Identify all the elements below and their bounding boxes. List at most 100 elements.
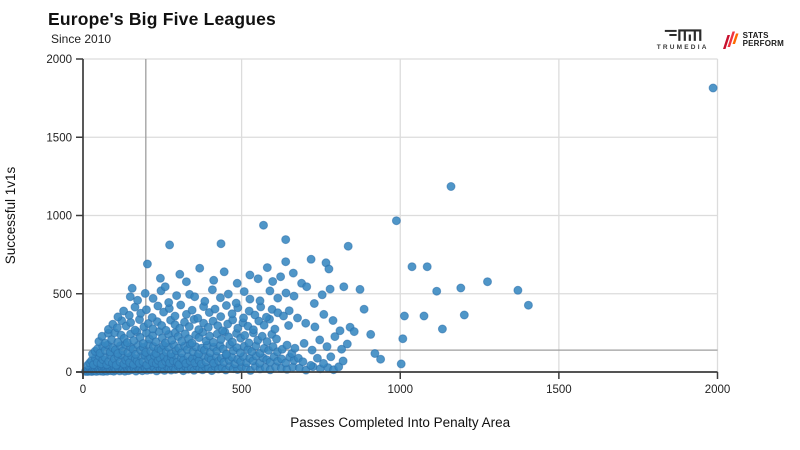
data-point[interactable]: [113, 312, 123, 322]
data-point[interactable]: [259, 320, 269, 330]
data-point[interactable]: [293, 313, 302, 323]
data-point[interactable]: [325, 284, 335, 294]
data-point[interactable]: [302, 282, 312, 292]
data-point[interactable]: [339, 282, 349, 292]
data-point[interactable]: [148, 324, 158, 334]
data-point[interactable]: [299, 338, 309, 348]
data-point[interactable]: [255, 296, 265, 306]
data-point[interactable]: [155, 273, 165, 283]
data-point[interactable]: [194, 325, 204, 335]
data-point[interactable]: [446, 182, 456, 191]
data-point[interactable]: [282, 340, 292, 350]
data-point[interactable]: [176, 300, 186, 310]
data-point[interactable]: [216, 334, 226, 344]
data-point[interactable]: [289, 291, 299, 301]
data-point[interactable]: [113, 337, 123, 347]
data-point[interactable]: [328, 316, 338, 325]
data-point[interactable]: [125, 292, 135, 302]
data-point[interactable]: [330, 332, 340, 342]
data-point[interactable]: [141, 305, 151, 315]
data-point[interactable]: [221, 349, 231, 359]
data-point[interactable]: [396, 359, 406, 369]
data-point[interactable]: [245, 294, 255, 304]
data-point[interactable]: [138, 339, 148, 348]
data-point[interactable]: [210, 304, 220, 314]
data-point[interactable]: [319, 309, 329, 319]
data-point[interactable]: [190, 292, 200, 302]
data-point[interactable]: [147, 313, 157, 322]
data-point[interactable]: [148, 293, 158, 303]
data-point[interactable]: [399, 311, 409, 321]
data-point[interactable]: [265, 286, 275, 296]
data-point[interactable]: [268, 277, 278, 286]
data-point[interactable]: [215, 293, 225, 303]
data-point[interactable]: [253, 274, 263, 284]
data-point[interactable]: [306, 360, 316, 370]
data-point[interactable]: [312, 353, 322, 363]
data-point[interactable]: [432, 286, 442, 296]
data-point[interactable]: [281, 235, 291, 245]
data-point[interactable]: [153, 301, 163, 311]
data-point[interactable]: [193, 313, 203, 323]
data-point[interactable]: [276, 272, 286, 282]
data-point[interactable]: [322, 342, 332, 352]
data-point[interactable]: [240, 330, 250, 340]
data-point[interactable]: [309, 299, 319, 308]
data-point[interactable]: [126, 318, 136, 327]
data-point[interactable]: [310, 322, 320, 332]
data-point[interactable]: [342, 339, 352, 349]
data-point[interactable]: [272, 334, 281, 344]
data-point[interactable]: [124, 310, 134, 320]
data-point[interactable]: [317, 290, 327, 300]
data-point[interactable]: [307, 345, 317, 355]
data-point[interactable]: [216, 239, 226, 249]
data-point[interactable]: [298, 357, 308, 367]
data-point[interactable]: [281, 257, 291, 267]
data-point[interactable]: [151, 337, 161, 347]
data-point[interactable]: [248, 325, 258, 335]
data-point[interactable]: [366, 329, 376, 339]
data-point[interactable]: [419, 311, 429, 321]
data-point[interactable]: [391, 216, 401, 226]
data-point[interactable]: [523, 300, 533, 310]
data-point[interactable]: [459, 310, 469, 320]
data-point[interactable]: [133, 295, 143, 305]
data-point[interactable]: [232, 278, 242, 288]
data-point[interactable]: [221, 301, 231, 310]
data-point[interactable]: [203, 322, 213, 332]
data-point[interactable]: [127, 283, 137, 293]
data-point[interactable]: [513, 285, 523, 295]
data-point[interactable]: [187, 338, 197, 348]
data-point[interactable]: [315, 335, 325, 345]
data-point[interactable]: [208, 337, 218, 347]
data-point[interactable]: [370, 349, 380, 358]
data-point[interactable]: [181, 277, 191, 287]
data-point[interactable]: [244, 338, 254, 348]
data-point[interactable]: [231, 298, 241, 308]
data-point[interactable]: [335, 326, 345, 336]
data-point[interactable]: [262, 337, 272, 347]
data-point[interactable]: [161, 325, 171, 335]
data-point[interactable]: [239, 313, 248, 323]
data-point[interactable]: [284, 321, 294, 330]
data-point[interactable]: [324, 264, 334, 274]
data-point[interactable]: [349, 327, 359, 337]
data-point[interactable]: [175, 323, 185, 333]
data-point[interactable]: [218, 326, 228, 336]
data-point[interactable]: [273, 293, 283, 303]
data-point[interactable]: [338, 356, 348, 366]
data-point[interactable]: [209, 275, 219, 285]
data-point[interactable]: [456, 283, 466, 293]
data-point[interactable]: [227, 337, 237, 347]
data-point[interactable]: [359, 304, 369, 314]
data-point[interactable]: [270, 324, 280, 334]
data-point[interactable]: [290, 343, 300, 353]
data-point[interactable]: [301, 318, 311, 328]
data-point[interactable]: [422, 262, 432, 272]
data-point[interactable]: [142, 259, 152, 269]
data-point[interactable]: [281, 288, 291, 298]
data-point[interactable]: [140, 288, 150, 298]
data-point[interactable]: [284, 306, 294, 316]
data-point[interactable]: [250, 310, 260, 320]
data-point[interactable]: [376, 354, 386, 364]
